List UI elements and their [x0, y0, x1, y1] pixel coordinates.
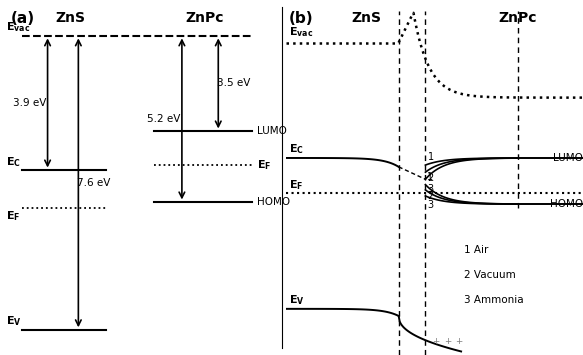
Text: 1: 1	[427, 172, 433, 182]
Text: ZnPc: ZnPc	[185, 11, 223, 24]
Text: LUMO: LUMO	[553, 153, 583, 163]
Text: 3 Ammonia: 3 Ammonia	[464, 295, 524, 305]
Text: 3.5 eV: 3.5 eV	[217, 78, 250, 88]
Text: 7.6 eV: 7.6 eV	[77, 178, 110, 188]
Text: HOMO: HOMO	[258, 197, 290, 207]
Text: 3.9 eV: 3.9 eV	[13, 98, 46, 108]
Text: $\mathbf{E_V}$: $\mathbf{E_V}$	[289, 293, 304, 307]
Text: $\mathbf{E_C}$: $\mathbf{E_C}$	[289, 142, 304, 156]
Text: 1 Air: 1 Air	[464, 245, 489, 255]
Text: $\mathbf{E_{vac}}$: $\mathbf{E_{vac}}$	[289, 25, 313, 39]
Text: ZnS: ZnS	[351, 11, 381, 24]
Text: $\mathbf{E_C}$: $\mathbf{E_C}$	[6, 155, 20, 169]
Text: ZnS: ZnS	[55, 11, 85, 24]
Text: $^+$$^+$$^+$: $^+$$^+$$^+$	[431, 338, 464, 351]
Text: ZnPc: ZnPc	[498, 11, 537, 24]
Text: $\mathbf{E_F}$: $\mathbf{E_F}$	[258, 158, 272, 172]
Text: HOMO: HOMO	[550, 199, 583, 209]
Text: (a): (a)	[11, 11, 36, 26]
Text: LUMO: LUMO	[258, 126, 287, 136]
Text: $\mathbf{E_F}$: $\mathbf{E_F}$	[6, 209, 20, 223]
Text: 3: 3	[427, 184, 433, 193]
Text: 1: 1	[429, 152, 434, 162]
Text: $\mathbf{E_F}$: $\mathbf{E_F}$	[289, 178, 303, 192]
Text: $\mathbf{E_V}$: $\mathbf{E_V}$	[6, 315, 21, 328]
Text: $\mathbf{E_{vac}}$: $\mathbf{E_{vac}}$	[6, 20, 30, 34]
Text: 3: 3	[427, 200, 433, 210]
Text: 2: 2	[427, 173, 433, 183]
Text: 5.2 eV: 5.2 eV	[147, 114, 180, 124]
Text: 2 Vacuum: 2 Vacuum	[464, 270, 516, 280]
Text: (b): (b)	[289, 11, 313, 26]
Text: 2: 2	[427, 191, 433, 201]
